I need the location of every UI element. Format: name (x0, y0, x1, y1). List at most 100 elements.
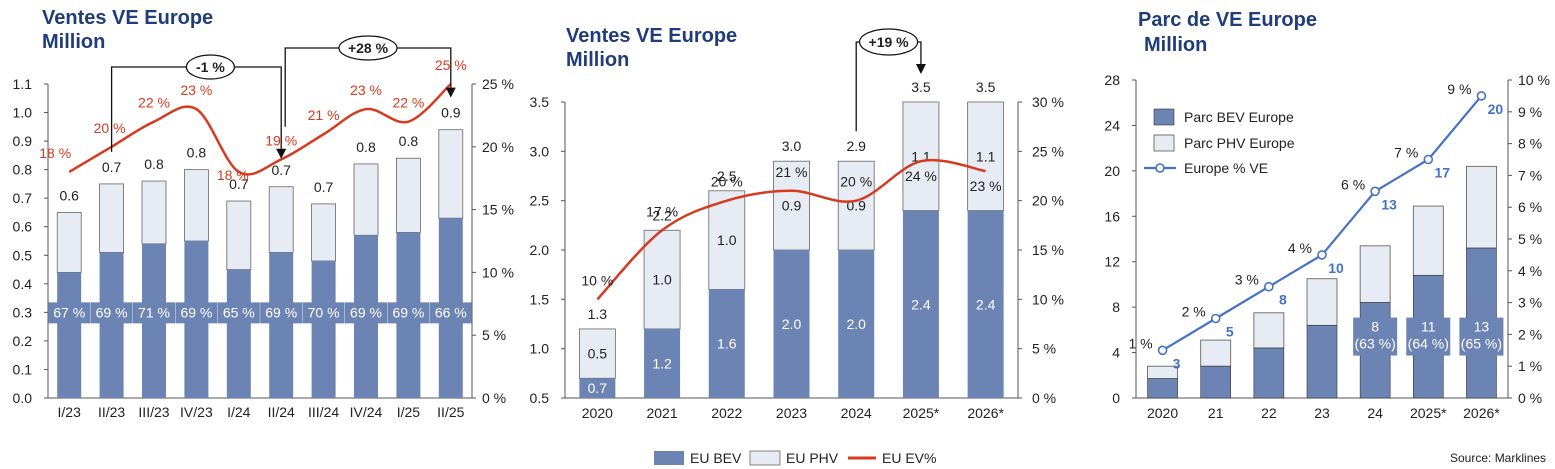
chart1-share-box (133, 302, 175, 324)
chart2-ev-label: 10 % (581, 272, 613, 288)
chart1-xtick: II/23 (98, 404, 125, 420)
chart2-bar-bev (579, 378, 616, 398)
chart1-share-box (429, 302, 472, 324)
legend-phv-swatch (749, 450, 781, 466)
bottom-legend: EU BEV EU PHV EU EV% (654, 450, 936, 466)
chart1-share-box (345, 302, 387, 324)
chart3-share-box (1353, 317, 1398, 356)
chart3-bar-phv (1253, 312, 1285, 349)
chart3-ytick: 0 (1112, 390, 1120, 406)
chart1-bar-phv (353, 163, 379, 236)
chart3-ev-label: 9 % (1447, 81, 1471, 97)
chart3-ev-point (1264, 281, 1274, 292)
chart3-bar-phv (1306, 278, 1338, 326)
chart1-total-label: 0.9 (441, 105, 461, 121)
chart2-ev-line (596, 158, 986, 301)
chart2-xtick: 2026* (967, 405, 1004, 421)
chart1-y2tick: 20 % (482, 139, 514, 155)
chart3-xtick: 24 (1367, 405, 1383, 421)
chart3-ev-label: 3 % (1235, 272, 1259, 288)
chart2-bar-bev (773, 250, 810, 398)
chart2-bar-phv (967, 101, 1005, 211)
chart3-xtick: 21 (1208, 405, 1224, 421)
chart3-ytick: 16 (1104, 208, 1120, 224)
chart3-ev-point (1210, 313, 1221, 324)
chart3-legend-phv-swatch (1153, 134, 1175, 152)
chart1-share-box (48, 302, 91, 324)
chart1-xtick: II/25 (437, 404, 464, 420)
chart1-xtick: IV/23 (180, 404, 213, 420)
chart2-ytick: 3.5 (530, 94, 550, 110)
chart2: 0.51.01.52.02.53.03.50 %5 %10 %15 %20 %2… (530, 28, 1064, 421)
chart3-ytick: 24 (1104, 117, 1120, 133)
chart3-ev-label: 2 % (1182, 304, 1206, 320)
chart1-bar-phv (268, 186, 294, 253)
legend-bev-swatch (654, 451, 684, 465)
chart2-xtick: 2022 (711, 405, 742, 421)
chart3-total-label: 13 (1381, 196, 1397, 212)
chart1-share-label: 65 % (223, 304, 255, 320)
chart1-subtitle: Million (42, 31, 105, 53)
chart2-bar-phv (773, 160, 810, 251)
chart1-total-label: 0.8 (144, 156, 164, 172)
chart3-total-label: 10 (1328, 260, 1344, 276)
chart2-bev-label: 1.6 (717, 336, 737, 352)
chart2-ev-label: 24 % (905, 168, 937, 184)
chart2-callout-label: +19 % (869, 34, 910, 50)
chart2-total-label: 2.5 (717, 168, 737, 184)
chart1-share-label: 69 % (180, 304, 212, 320)
chart3-subtitle: Million (1144, 34, 1207, 56)
chart2-bev-label: 2.4 (976, 296, 996, 312)
chart1-bar-phv (56, 212, 82, 273)
chart2-y2tick: 0 % (1032, 390, 1056, 406)
chart2-bar-phv (902, 101, 940, 211)
chart1-share-box (302, 302, 345, 324)
chart1-share-box (260, 302, 303, 324)
chart3-y2tick: 0 % (1518, 390, 1542, 406)
chart3-xtick: 22 (1261, 405, 1277, 421)
chart1-xtick: IV/24 (350, 404, 383, 420)
chart2-y2tick: 15 % (1032, 242, 1064, 258)
chart3-ev-point (1476, 91, 1487, 101)
chart3-ev-label: 6 % (1341, 176, 1365, 192)
chart2-total-label: 3.5 (911, 79, 931, 95)
chart1-share-label: 69 % (350, 304, 382, 320)
chart2-phv-label: 1.0 (717, 232, 737, 248)
chart1: 0.0 0.1 0.2 0.3 0.4 0.5 0.6 0.7 0.8 0.9 1.0 1.1 0 % 5… (13, 35, 514, 420)
chart1-bar-phv (395, 157, 421, 233)
chart1-ev-label: 23 % (180, 82, 212, 98)
chart2-ev-label: 20 % (711, 174, 743, 190)
chart2-ev-label: 17 % (646, 203, 678, 219)
chart3-title: Parc de VE Europe (1138, 9, 1317, 31)
chart1-ev-label: 20 % (94, 120, 126, 136)
chart1-callout1-arrow (276, 148, 287, 159)
chart1-bar-phv (438, 129, 464, 219)
chart2-bar-phv (643, 229, 681, 330)
legend-ev-label: EU EV% (882, 450, 936, 466)
chart3-total-label: 8 (1279, 292, 1287, 308)
chart1-xtick: I/24 (227, 404, 251, 420)
chart3-xtick: 23 (1314, 405, 1330, 421)
chart3-y2tick: 6 % (1518, 199, 1542, 215)
chart3-share-box (1459, 317, 1504, 356)
chart2-bev-label: 2.4 (911, 296, 931, 312)
chart3-y2tick: 2 % (1518, 326, 1542, 342)
chart1-ev-label: 21 % (308, 107, 340, 123)
chart2-bar-phv (578, 328, 616, 379)
chart2-y2tick: 30 % (1032, 94, 1064, 110)
chart2-bev-label: 2.0 (846, 316, 866, 332)
chart2-ev-label: 21 % (776, 164, 808, 180)
chart1-ytick: 1.0 (13, 105, 33, 121)
chart3-share-value: 11 (1421, 319, 1436, 335)
chart3-legend-bev-swatch (1153, 108, 1175, 126)
chart3-y2tick: 3 % (1518, 295, 1542, 311)
chart2-total-label: 1.3 (588, 306, 608, 322)
chart1-bar-bev (57, 272, 82, 398)
chart2-ytick: 3.0 (530, 143, 550, 159)
chart1-ytick: 0.7 (13, 190, 33, 206)
chart1-callout1-label: -1 % (196, 59, 225, 75)
chart1-ev-label: 22 % (392, 95, 424, 111)
chart1-ev-label: 18 % (39, 145, 71, 161)
chart3-legend-bev-label: Parc BEV Europe (1184, 109, 1294, 125)
chart3-share-pct: (65 %) (1461, 336, 1502, 352)
